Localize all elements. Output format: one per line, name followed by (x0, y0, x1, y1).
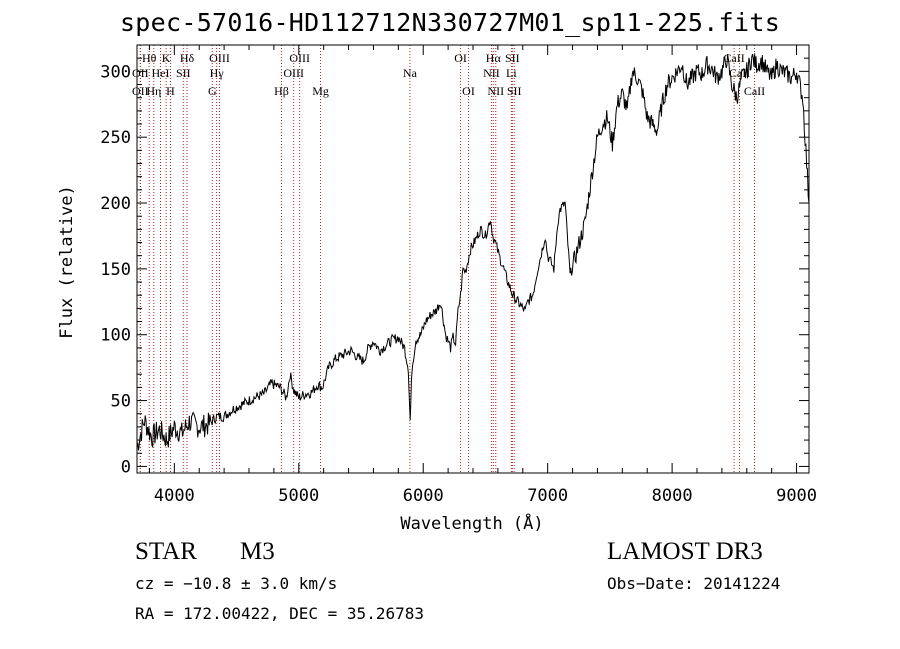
chart-title: spec-57016-HD112712N330727M01_sp11-225.f… (119, 8, 781, 37)
y-axis-label: Flux (relative) (57, 185, 77, 339)
x-tick-label-4: 8000 (652, 486, 693, 506)
x-tick-label-2: 6000 (403, 486, 444, 506)
y-tick-label-1: 50 (111, 392, 131, 412)
line-label-13: OIII (283, 66, 304, 80)
line-label-27: CaII (744, 84, 765, 98)
redshift-text: cz = −10.8 ± 3.0 km/s (135, 574, 338, 593)
line-label-21: NII (487, 84, 504, 98)
ra-dec: RA = 172.00422, DEC = 35.26783 (135, 604, 424, 623)
line-label-9: OIII (209, 51, 230, 65)
line-label-19: Hα (486, 51, 502, 65)
line-label-16: Na (403, 66, 418, 80)
flux-series (136, 53, 810, 451)
line-label-10: Hγ (210, 66, 225, 80)
y-tick-label-6: 300 (100, 62, 131, 82)
line-label-11: G (208, 84, 217, 98)
y-tick-label-3: 150 (100, 260, 131, 280)
x-tick-label-1: 5000 (278, 486, 319, 506)
line-label-0: Hθ (142, 51, 157, 65)
line-label-24: SII (507, 84, 522, 98)
line-label-23: Li (506, 66, 517, 80)
line-label-22: SII (505, 51, 520, 65)
line-label-3: Hη (146, 84, 161, 98)
y-tick-label-5: 250 (100, 128, 131, 148)
line-label-1: OII (132, 66, 149, 80)
x-tick-label-5: 9000 (776, 486, 817, 506)
line-label-15: Mg (312, 84, 329, 98)
spectral-line-markers (139, 45, 755, 473)
line-label-25: CaII (723, 51, 744, 65)
object-subclass: M3 (240, 538, 275, 565)
line-label-8: Hδ (180, 51, 195, 65)
line-label-14: OIII (289, 51, 310, 65)
y-tick-label-4: 200 (100, 194, 131, 214)
line-label-4: HeI (152, 66, 170, 80)
line-label-6: H (166, 84, 175, 98)
line-label-5: K (162, 51, 171, 65)
line-label-17: OI (454, 51, 467, 65)
y-tick-label-2: 100 (100, 326, 131, 346)
survey-name: LAMOST DR3 (607, 538, 763, 565)
line-label-18: OI (462, 84, 475, 98)
y-tick-label-0: 0 (121, 457, 131, 477)
axes: 4000 5000 6000 7000 8000 9000 0 50 100 150 200 250 3… (100, 45, 817, 506)
line-label-12: Hβ (274, 84, 289, 98)
object-class: STAR (135, 538, 197, 565)
line-label-7: SII (176, 66, 191, 80)
line-label-26: CaII (729, 66, 750, 80)
obs-date: Obs−Date: 20141224 (607, 574, 781, 593)
line-label-20: NII (483, 66, 500, 80)
flux-line (136, 53, 810, 451)
line-label-2: OII (132, 84, 149, 98)
x-tick-label-0: 4000 (154, 486, 195, 506)
x-tick-label-3: 7000 (527, 486, 568, 506)
x-axis-label: Wavelength (Å) (400, 512, 543, 534)
